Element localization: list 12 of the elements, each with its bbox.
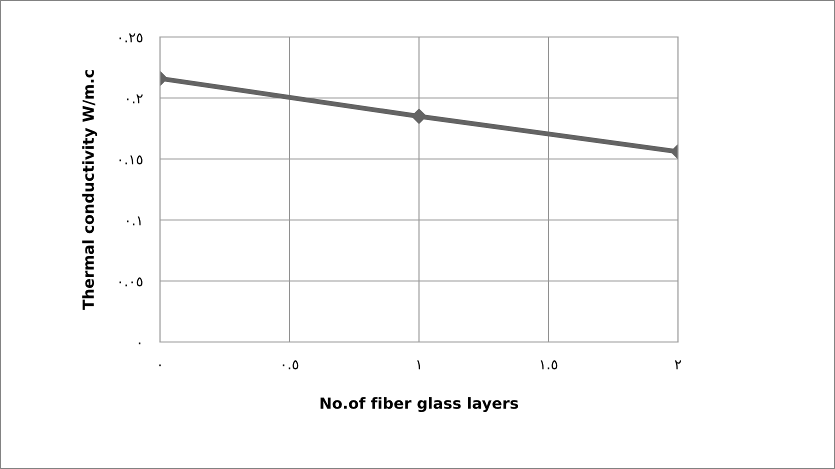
x-tick-label: ٢ xyxy=(674,360,682,370)
y-tick-label: ٠.٠٥ xyxy=(120,277,142,286)
x-tick-label: ٠ xyxy=(159,364,161,366)
x-tick-label: ٠.٥ xyxy=(282,360,298,370)
x-axis-title: No.of fiber glass layers xyxy=(320,397,518,412)
y-tick-label: ٠.٢٥ xyxy=(120,33,142,42)
x-tick-label: ١.٥ xyxy=(540,360,558,370)
x-tick-label: ١ xyxy=(417,360,420,370)
y-tick-label: ٠.١٥ xyxy=(120,155,142,164)
y-tick-label: ٠.١ xyxy=(126,216,141,226)
y-axis-title: Thermal conductivity W/m.c xyxy=(82,70,98,310)
y-tick-label: ٠.٢ xyxy=(126,94,143,104)
